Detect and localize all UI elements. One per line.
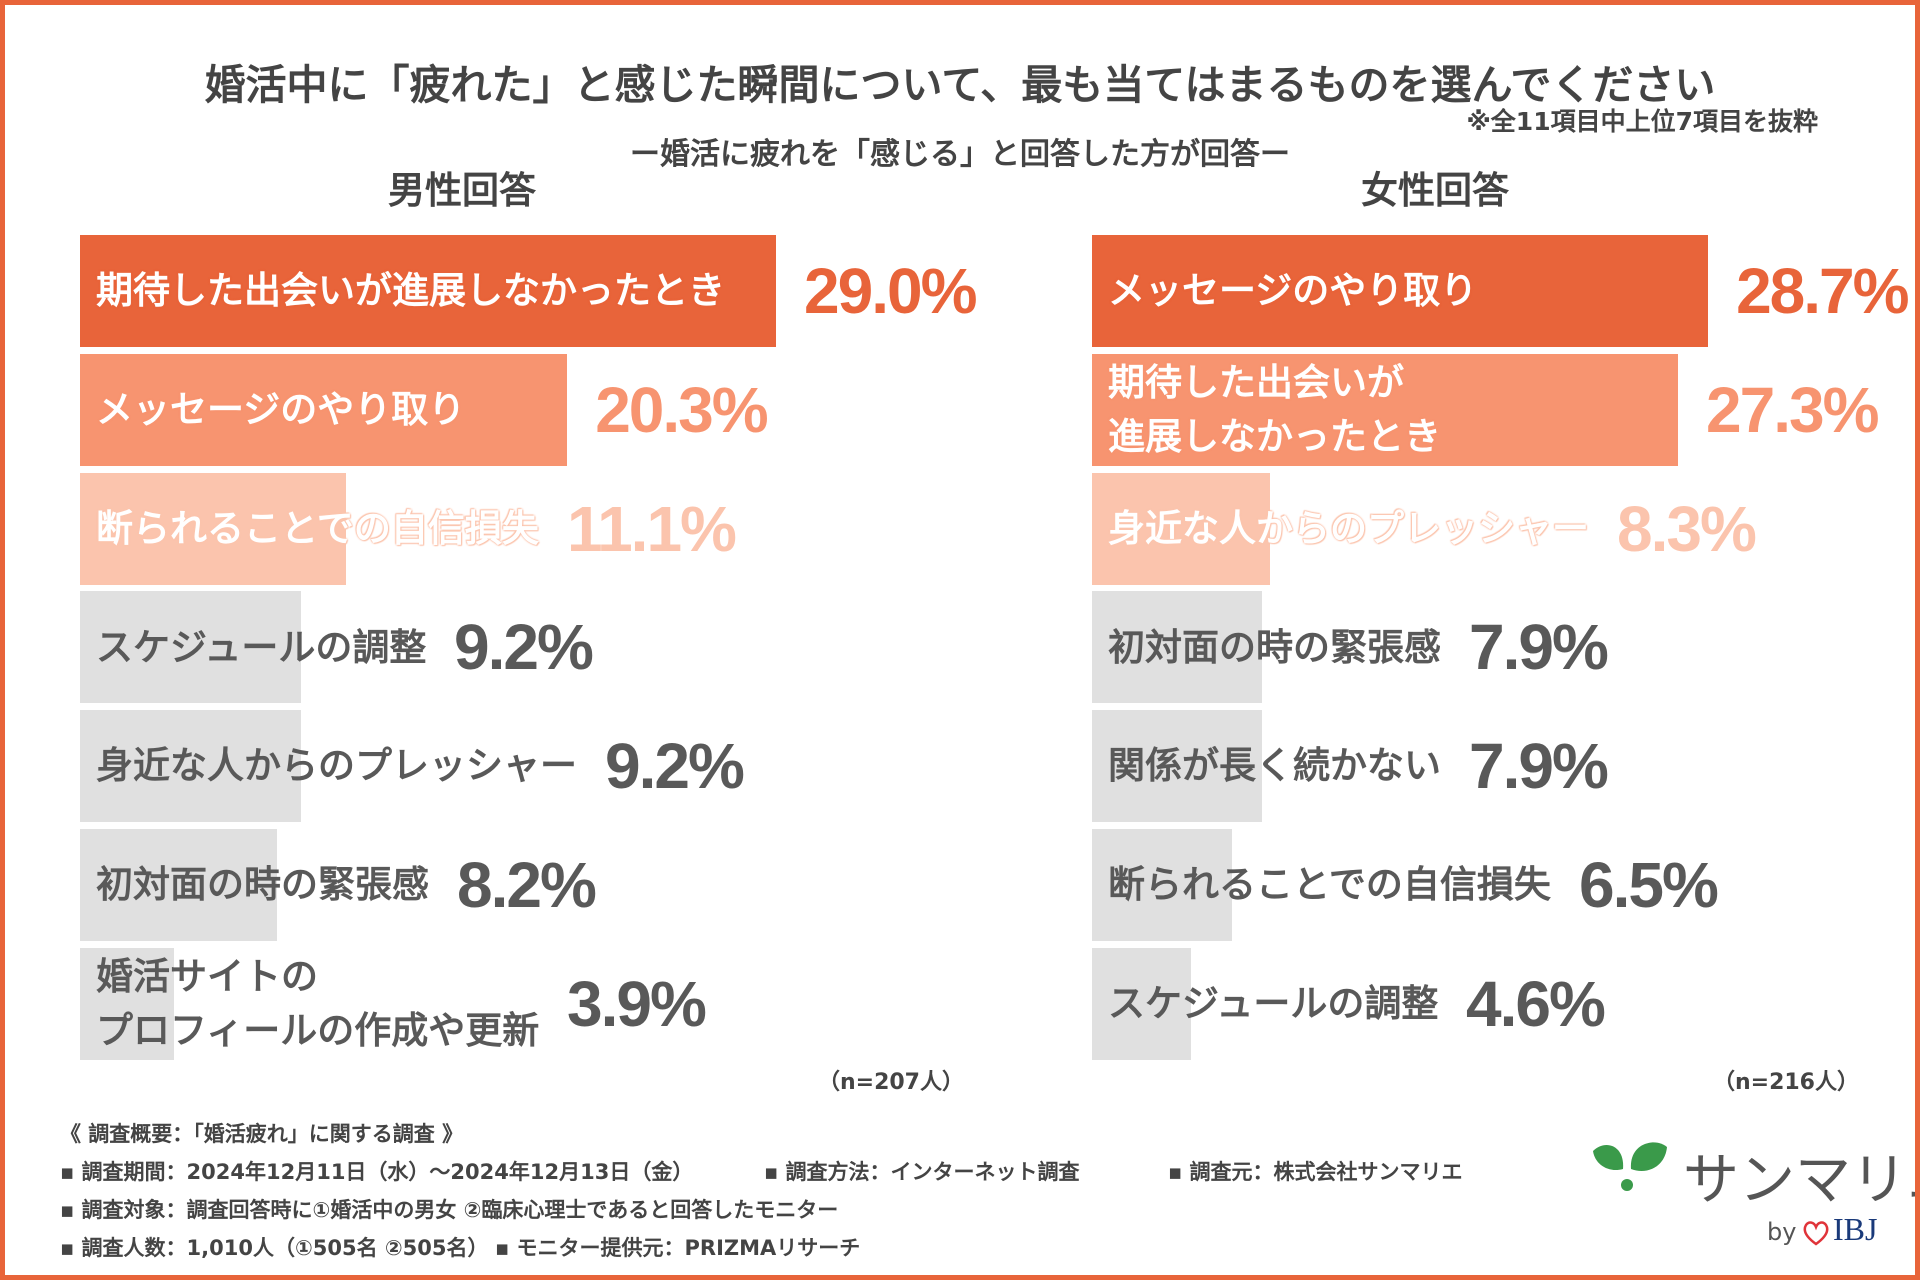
bar [80,472,347,585]
category-label: メッセージのやり取り [96,387,466,431]
category-label: スケジュールの調整 [96,625,427,669]
bar [80,947,174,1060]
category-label: 期待した出会いが進展しなかったとき [96,269,725,313]
category-label: メッセージのやり取り [1108,269,1478,313]
note: ※全11項目中上位7項目を抜粋 [1466,107,1819,136]
value-label: 7.9% [1469,611,1609,684]
bar [80,710,301,823]
value-label: 3.9% [567,967,707,1040]
category-label: 初対面の時の緊張感 [1108,625,1441,669]
bar [80,353,568,466]
value-label: 29.0% [804,255,977,327]
bar [80,829,277,941]
subtitle: ー婚活に疲れを「感じる」と回答した方が回答ー [630,137,1290,172]
logo-brand: IBJ [1833,1211,1878,1247]
chart-title: 女性回答 [1361,169,1509,212]
category-label: 断られることでの自信損失 [96,506,539,550]
logo-by: by [1767,1218,1797,1246]
footer-item: ▪ モニター提供元：PRIZMAリサーチ [495,1236,861,1260]
bar [80,235,776,347]
bar [1092,353,1679,466]
bar [1092,235,1709,347]
footer-item: ▪ 調査方法：インターネット調査 [764,1160,1080,1184]
footer-item: ▪ 調査人数：1,010人（①505名 ②505名） [60,1236,489,1260]
category-label: 初対面の時の緊張感 [96,863,429,907]
value-label: 8.3% [1617,492,1757,565]
bar [1092,591,1262,704]
value-label: 9.2% [454,611,594,684]
footer-heading: 《 調査概要：「婚活疲れ」に関する調査 》 [60,1122,464,1146]
value-label: 7.9% [1469,730,1609,803]
logo-heart [1803,1221,1829,1246]
category-label: 期待した出会いが 進展しなかったとき [1108,361,1441,458]
value-label: 6.5% [1579,849,1719,921]
value-label: 20.3% [595,373,768,446]
chart-title: 男性回答 [388,169,536,212]
category-label: 身近な人からのプレッシャー [1108,506,1589,550]
value-label: 27.3% [1706,373,1879,446]
footer-item: ▪ 調査期間：2024年12月11日（水）〜2024年12月13日（金） [60,1160,694,1184]
bar [80,591,301,704]
value-label: 8.2% [457,849,597,921]
logo-leaves [1593,1142,1667,1191]
category-label: 婚活サイトの プロフィールの作成や更新 [96,955,540,1052]
sample-size: （n=216人） [1712,1070,1859,1095]
value-label: 9.2% [605,730,745,803]
bar [1092,947,1191,1060]
footer-item: ▪ 調査元：株式会社サンマリエ [1168,1160,1463,1184]
value-label: 28.7% [1736,255,1909,327]
value-label: 11.1% [567,492,737,565]
category-label: 身近な人からのプレッシャー [96,744,577,788]
title: 婚活中に「疲れた」と感じた瞬間について、最も当てはまるものを選んでください [204,61,1716,109]
bar [1092,710,1262,823]
logo-name: サンマリエ [1683,1148,1915,1213]
sample-size: （n=207人） [817,1070,964,1095]
value-label: 4.6% [1466,967,1606,1040]
category-label: スケジュールの調整 [1108,981,1439,1025]
category-label: 関係が長く続かない [1108,744,1441,788]
bar [1092,829,1232,941]
footer-item: ▪ 調査対象：調査回答時に①婚活中の男女 ②臨床心理士であると回答したモニター [60,1198,839,1222]
category-label: 断られることでの自信損失 [1108,863,1551,907]
bar [1092,472,1271,585]
